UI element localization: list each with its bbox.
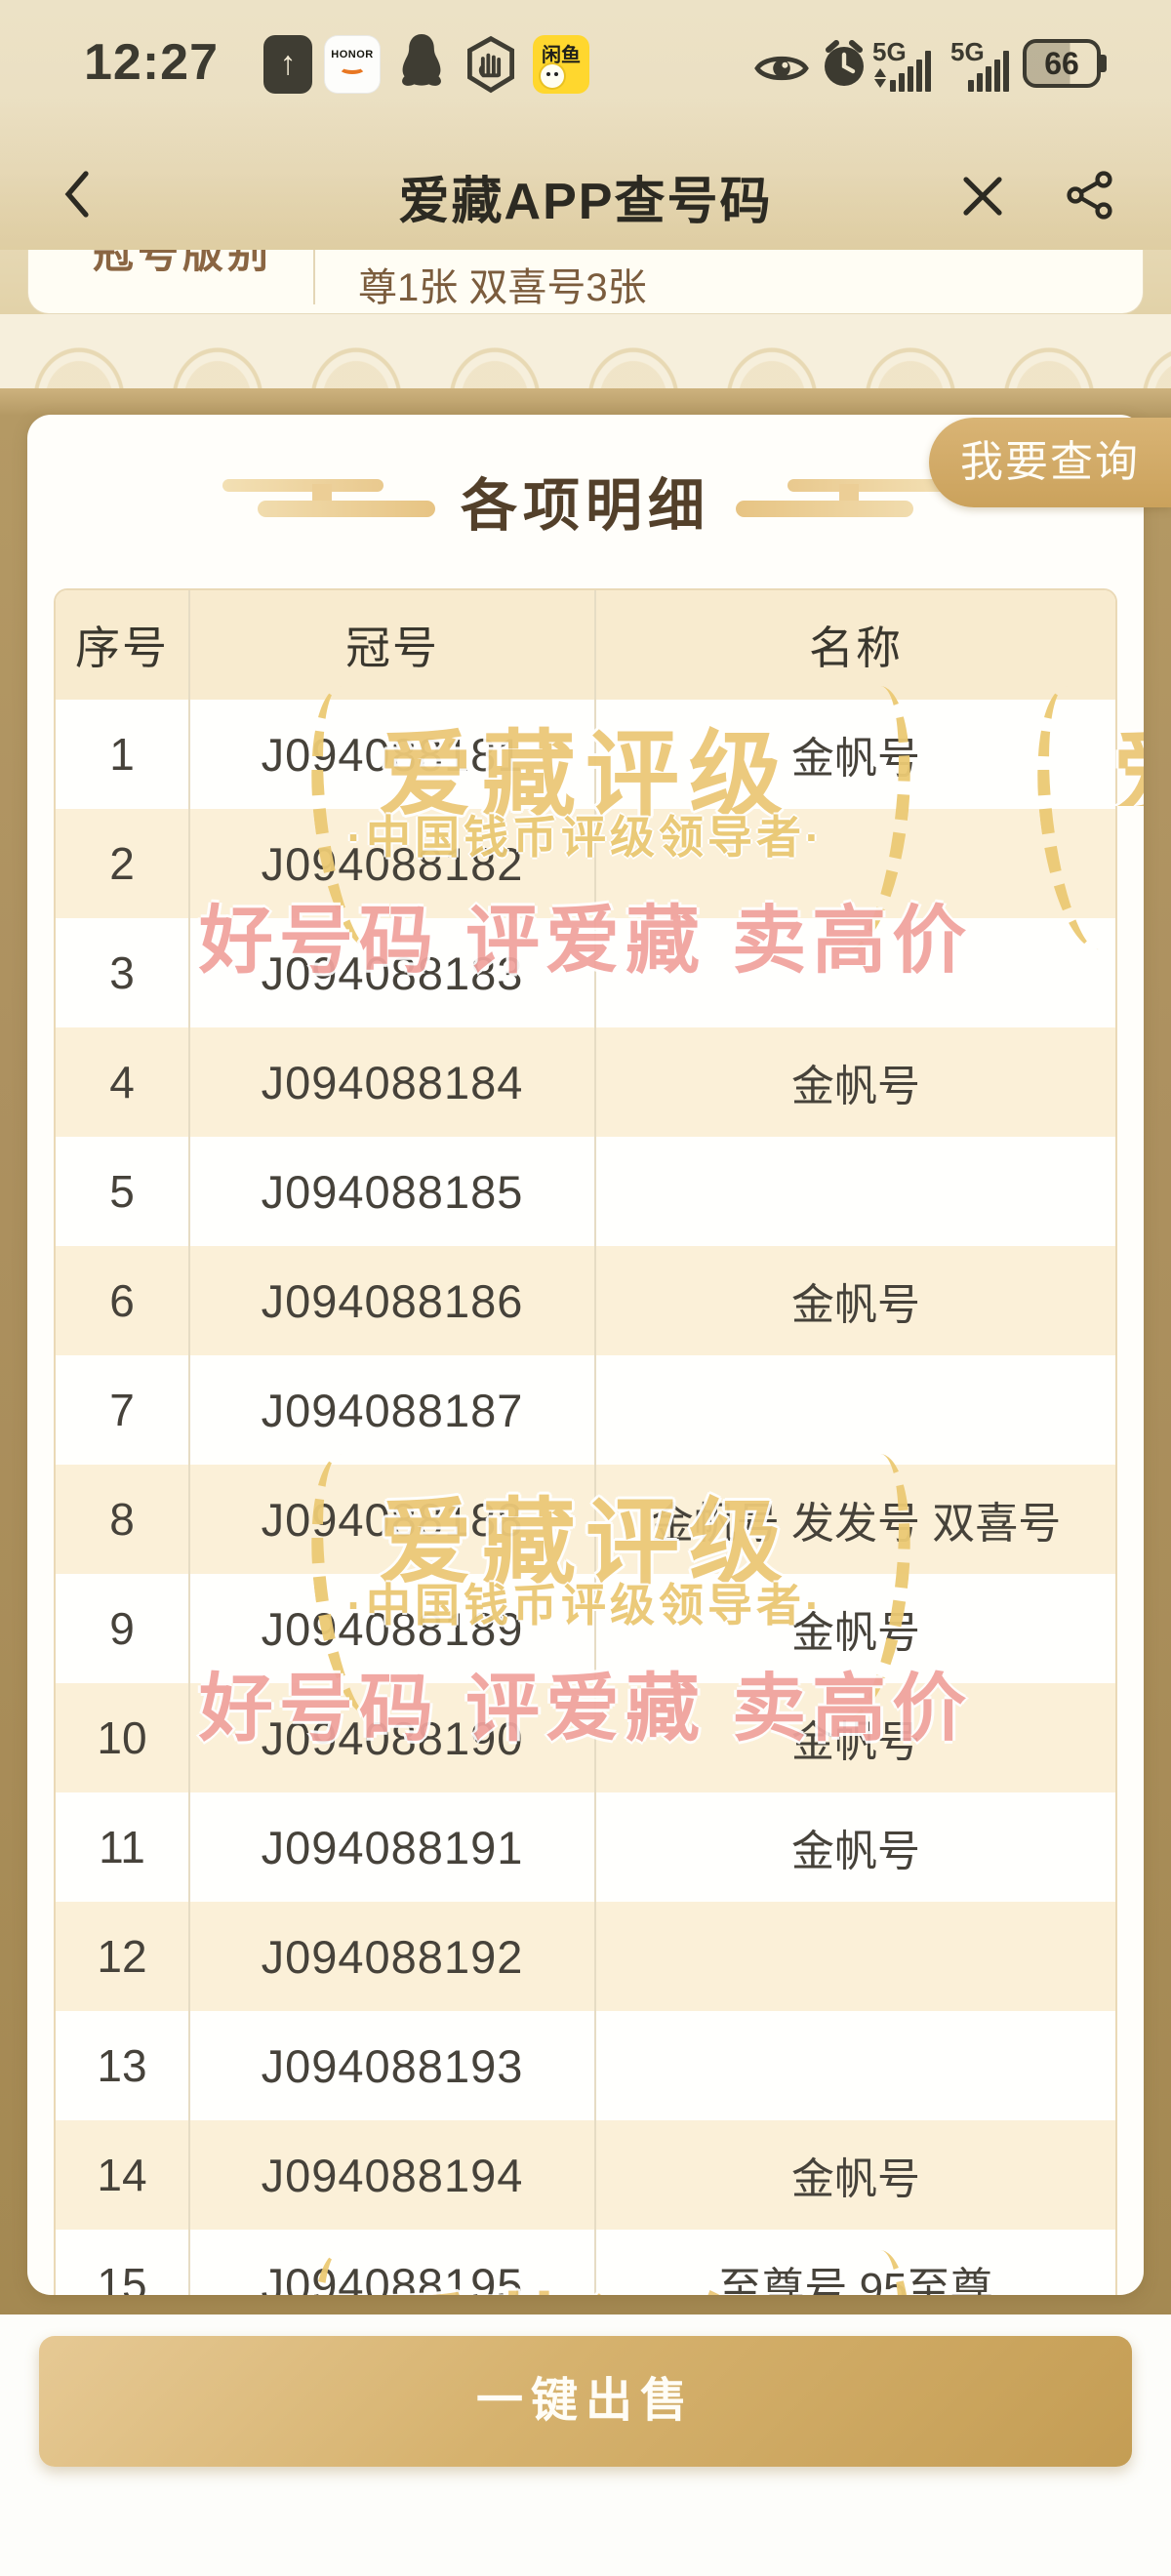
summary-value: 尊1张 双喜号3张 [358,266,647,309]
table-row: 6 J094088186 金帆号 [56,1246,1115,1355]
header-serial: 冠号 [190,590,596,700]
cell-serial: J094088185 [190,1137,596,1246]
section-title: 各项明细 [460,474,710,538]
cell-name: 金帆号 发发号 双喜号 [650,1500,1062,1548]
cell-serial: J094088181 [190,700,596,809]
cell-serial: J094088184 [190,1027,596,1137]
honor-smile-icon [339,60,366,74]
do-not-disturb-hand-icon [463,35,519,94]
battery-icon: 66 [1023,39,1107,88]
summary-label: 冠号版别 [93,250,273,276]
cell-serial: J094088195 [190,2230,596,2295]
page-title: 爱藏APP查号码 [398,174,773,230]
details-table: 序号 冠号 名称 1 J094088181 金帆号 2 J094088182 3… [54,588,1117,2295]
nav-header: 爱藏APP查号码 [0,98,1171,250]
table-row: 2 J094088182 [56,809,1115,918]
cell-name: 金帆号 [791,1281,920,1329]
cell-num: 12 [56,1902,190,2011]
table-row: 13 J094088193 [56,2011,1115,2120]
table-row: 10 J094088190 金帆号 [56,1683,1115,1792]
table-row: 1 J094088181 金帆号 [56,700,1115,809]
table-body: 1 J094088181 金帆号 2 J094088182 3 J0940881… [56,700,1115,2295]
cell-name [596,918,1115,1027]
table-row: 8 J094088188 金帆号 发发号 双喜号 [56,1465,1115,1574]
cell-serial: J094088189 [190,1574,596,1683]
cell-name: 金帆号 [791,1828,920,1875]
cell-serial: J094088186 [190,1246,596,1355]
cell-num: 14 [56,2120,190,2230]
qq-icon [392,31,451,94]
eye-comfort-icon [753,49,810,88]
cell-num: 13 [56,2011,190,2120]
signal-5g-icon-2: 5G [950,37,1021,94]
table-header-row: 序号 冠号 名称 [56,590,1115,700]
cell-num: 4 [56,1027,190,1137]
sell-button[interactable]: 一键出售 [39,2336,1132,2467]
cell-serial: J094088192 [190,1902,596,2011]
cell-num: 1 [56,700,190,809]
table-row: 12 J094088192 [56,1902,1115,2011]
xianyu-face-icon [541,64,564,88]
cell-serial: J094088187 [190,1355,596,1465]
cell-name: 金帆号 [791,1063,920,1110]
close-icon[interactable] [958,172,1007,221]
cell-name: 金帆号 [791,1718,920,1766]
table-row: 3 J094088183 [56,918,1115,1027]
cell-name [596,1355,1115,1465]
signal-5g-icon-1: 5G [872,37,943,94]
cell-name: 金帆号 [791,2155,920,2203]
summary-divider [313,250,315,304]
cell-num: 11 [56,1792,190,1902]
cell-serial: J094088182 [190,809,596,918]
details-card: 各项明细 序号 冠号 名称 1 J094088181 金帆号 2 J094088… [27,415,1144,2295]
title-ornament-right [729,479,949,520]
header-name: 名称 [809,623,903,673]
cell-serial: J094088193 [190,2011,596,2120]
cell-serial: J094088188 [190,1465,596,1574]
cell-num: 10 [56,1683,190,1792]
table-row: 5 J094088185 [56,1137,1115,1246]
clock-time: 12:27 [84,34,219,91]
status-bar: 12:27 ↑ HONOR 闲鱼 [0,0,1171,98]
cell-name [596,1902,1115,2011]
xianyu-app-icon: 闲鱼 [533,35,589,94]
cell-name: 至尊号 95至尊 [718,2265,993,2295]
cell-name [596,2011,1115,2120]
table-row: 15 J094088195 至尊号 95至尊 [56,2230,1115,2295]
cell-serial: J094088194 [190,2120,596,2230]
cell-num: 9 [56,1574,190,1683]
cell-num: 8 [56,1465,190,1574]
title-ornament-left [222,479,442,520]
cell-name: 金帆号 [791,1609,920,1657]
table-row: 9 J094088189 金帆号 [56,1574,1115,1683]
share-icon[interactable] [1062,168,1116,222]
honor-app-icon: HONOR [324,35,381,94]
upload-icon: ↑ [263,35,312,94]
cell-num: 5 [56,1137,190,1246]
query-button[interactable]: 我要查询 [929,418,1171,507]
cell-serial: J094088191 [190,1792,596,1902]
cell-num: 2 [56,809,190,918]
table-row: 14 J094088194 金帆号 [56,2120,1115,2230]
summary-card: 冠号版别 尊1张 双喜号3张 [27,250,1144,314]
cell-num: 6 [56,1246,190,1355]
cell-num: 7 [56,1355,190,1465]
table-row: 4 J094088184 金帆号 [56,1027,1115,1137]
bottom-bar: 一键出售 [0,2314,1171,2576]
cell-num: 3 [56,918,190,1027]
coin-pattern-band [0,314,1171,390]
table-row: 11 J094088191 金帆号 [56,1792,1115,1902]
table-row: 7 J094088187 [56,1355,1115,1465]
header-num: 序号 [56,590,190,700]
alarm-clock-icon [820,37,868,92]
cell-num: 15 [56,2230,190,2295]
back-button[interactable] [55,168,103,221]
cell-name [596,1137,1115,1246]
cell-serial: J094088190 [190,1683,596,1792]
cell-serial: J094088183 [190,918,596,1027]
cell-name: 金帆号 [791,735,920,783]
battery-level: 66 [1044,46,1079,81]
cell-name [596,809,1115,918]
